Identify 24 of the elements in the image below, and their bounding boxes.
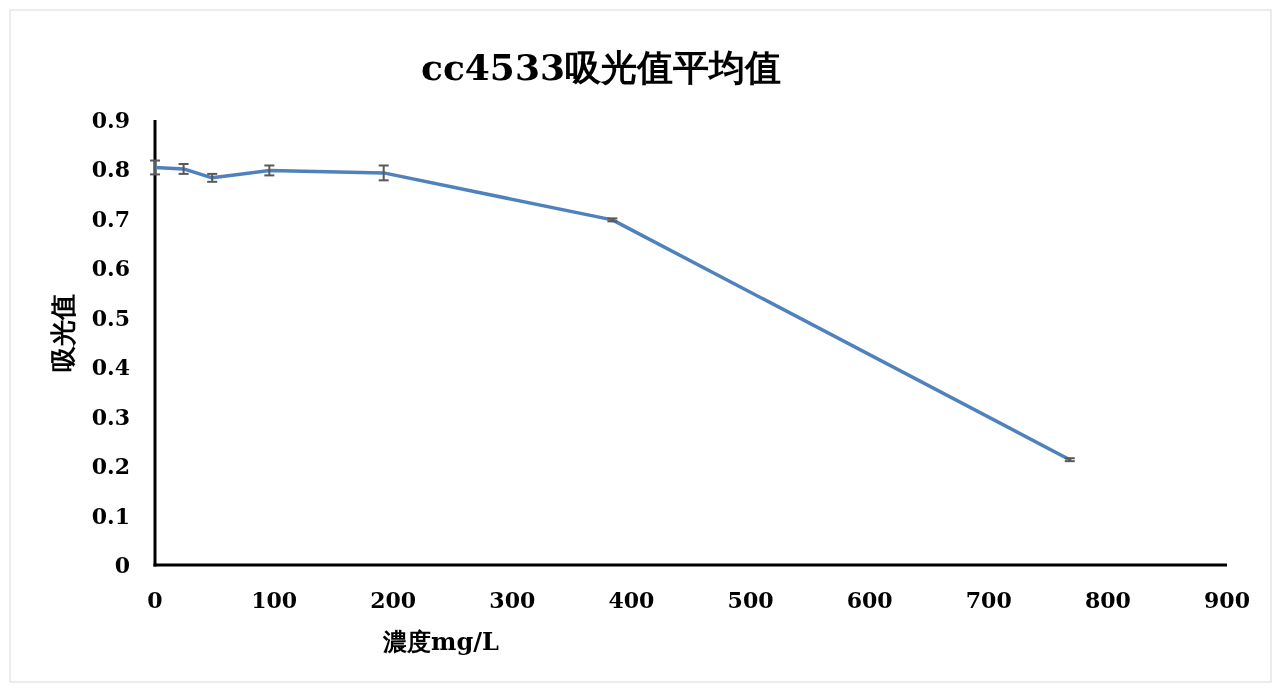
y-tick-label: 0.6 xyxy=(91,255,130,282)
y-tick-label: 0 xyxy=(114,552,130,578)
y-tick-label: 0.3 xyxy=(91,403,130,430)
y-tick-label: 0.9 xyxy=(91,107,130,133)
line-series xyxy=(153,165,1072,462)
x-tick-label: 500 xyxy=(727,587,774,613)
chart-title: cc4533吸光值平均值 xyxy=(420,46,782,88)
x-tick-label: 0 xyxy=(147,587,163,613)
x-tick-label: 700 xyxy=(965,587,1012,613)
y-tick-label: 0.1 xyxy=(91,502,130,529)
x-tick-label: 600 xyxy=(846,587,893,613)
x-tick-label: 800 xyxy=(1084,587,1131,613)
x-tick-label: 300 xyxy=(489,587,536,613)
x-axis-title: 濃度mg/L xyxy=(382,627,500,656)
x-tick-label: 400 xyxy=(608,587,655,613)
x-tick-label: 900 xyxy=(1204,587,1250,613)
y-tick-label: 0.4 xyxy=(91,354,130,381)
y-axis-title: 吸光值 xyxy=(48,293,78,372)
x-tick-label: 100 xyxy=(251,587,298,613)
y-tick-label: 0.8 xyxy=(91,156,130,183)
y-tick-label: 0.2 xyxy=(91,453,130,480)
x-tick-label: 200 xyxy=(370,587,417,613)
y-tick-label: 0.5 xyxy=(91,304,130,331)
y-tick-label: 0.7 xyxy=(91,205,130,232)
